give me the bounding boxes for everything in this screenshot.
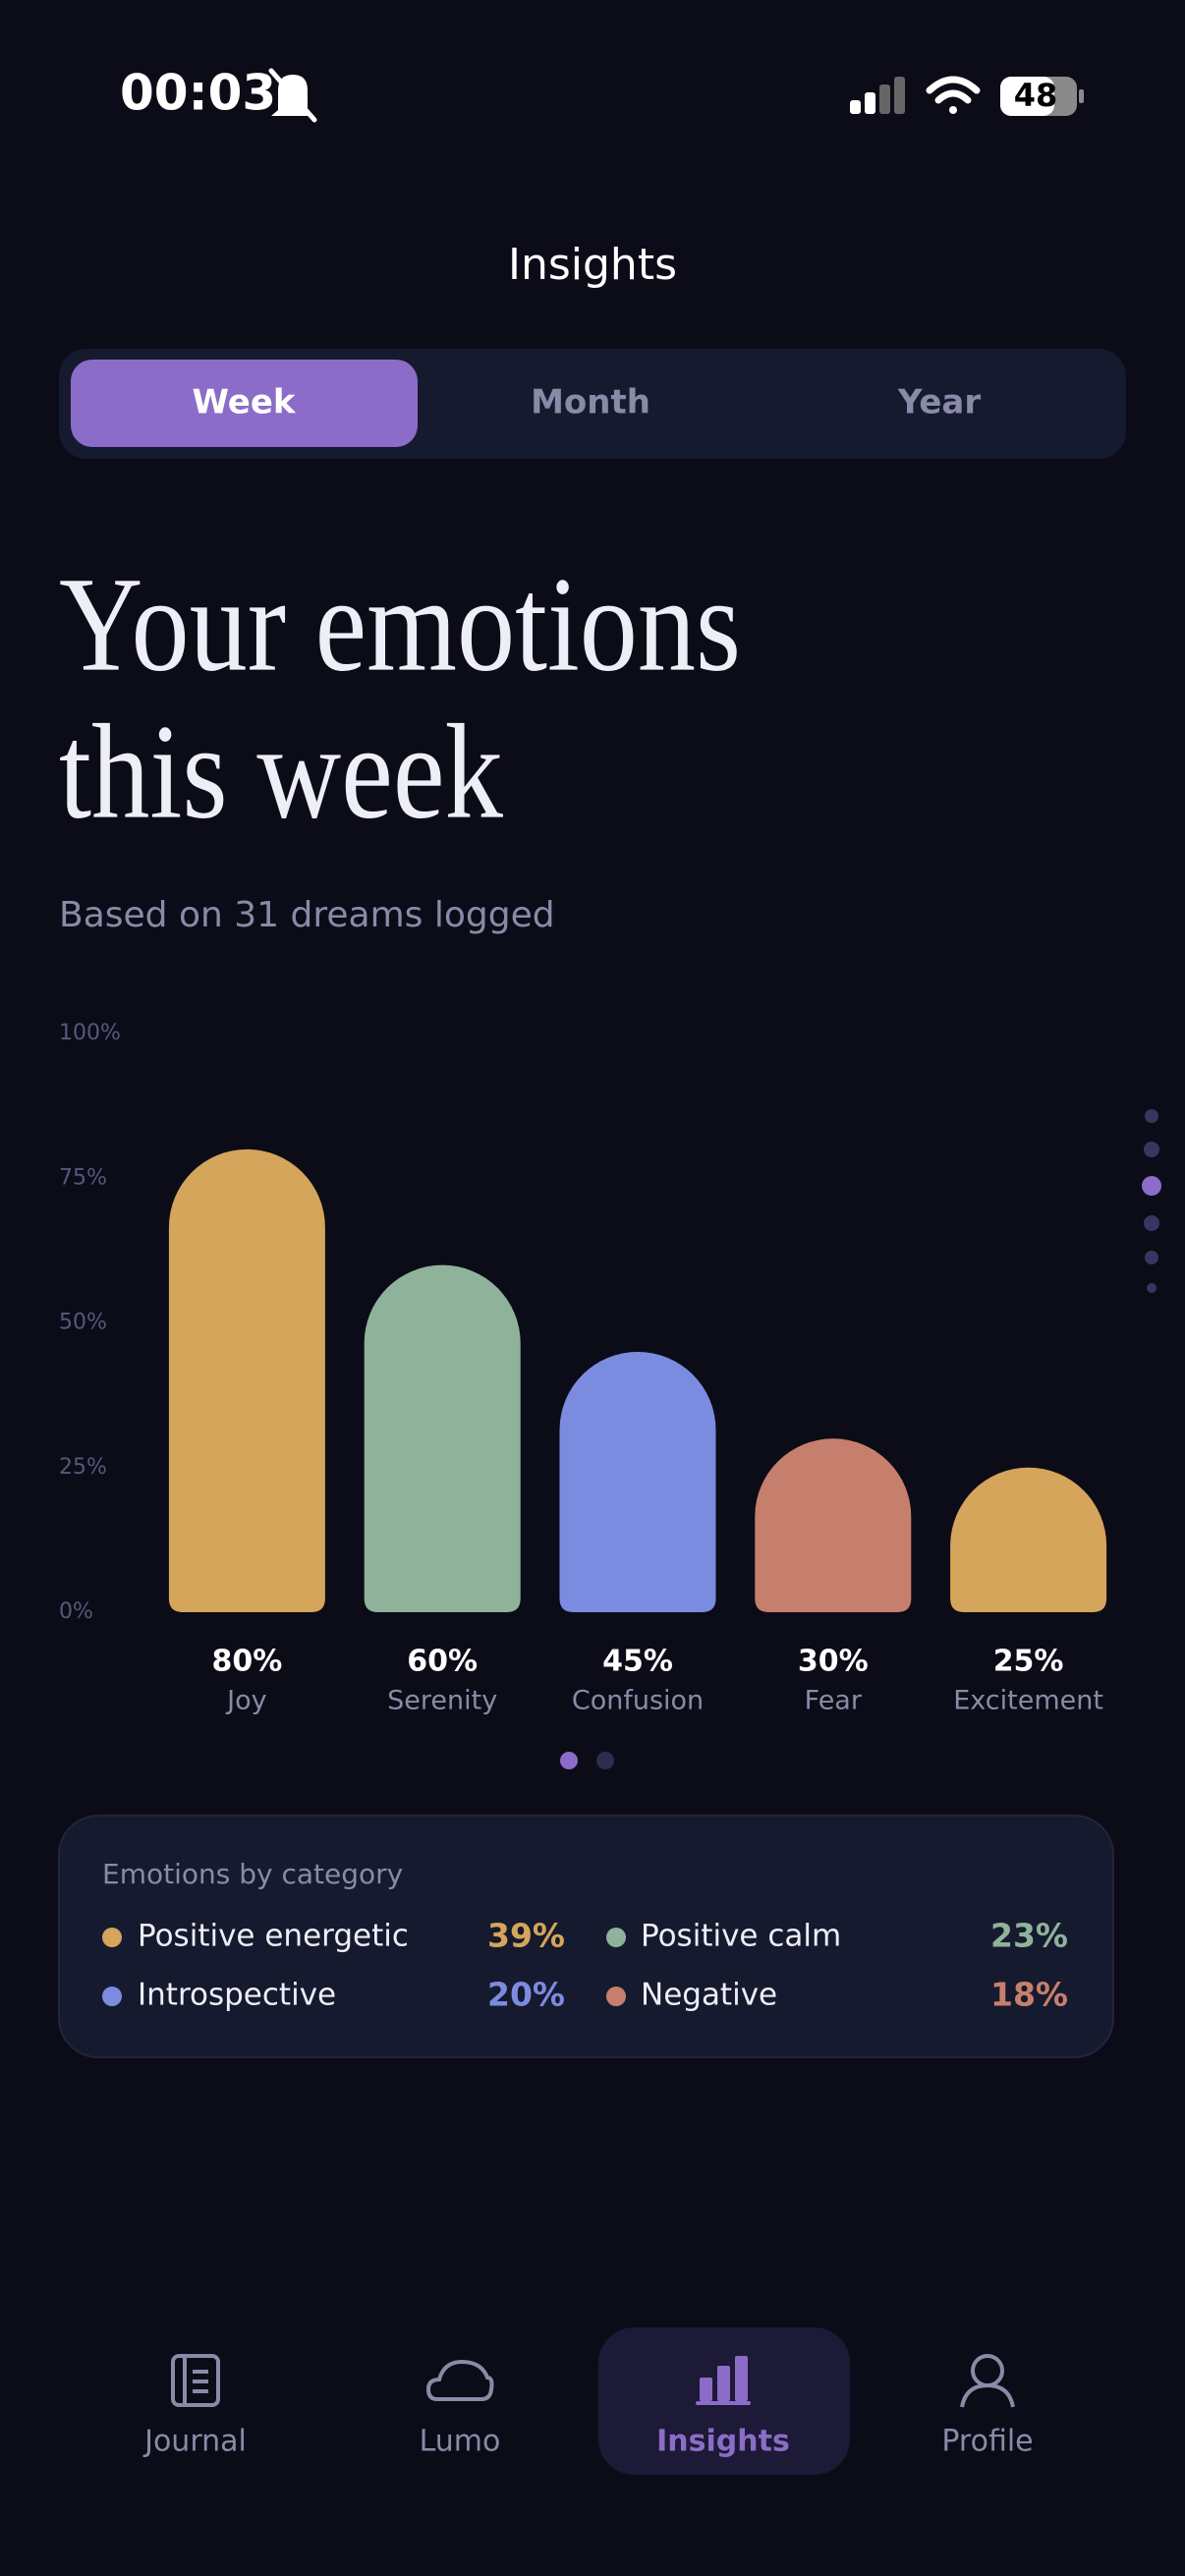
nav-label[interactable]: Lumo (420, 2425, 501, 2459)
value-label: 45% (602, 1645, 673, 1679)
pager-dot-active[interactable] (560, 1752, 578, 1769)
nav-label[interactable]: Journal (142, 2425, 247, 2459)
battery-level: 48 (1014, 77, 1058, 114)
x-tick-label: Serenity (387, 1686, 497, 1716)
legend-dot (102, 1928, 122, 1947)
y-tick-label: 50% (59, 1311, 107, 1335)
category-card (58, 1815, 1114, 2058)
legend-name: Introspective (138, 1978, 336, 2013)
journal-icon[interactable] (171, 2354, 220, 2407)
value-label: 60% (407, 1645, 478, 1679)
legend-value: 20% (487, 1976, 565, 2014)
bar (168, 1148, 325, 1612)
y-tick-label: 0% (59, 1599, 93, 1624)
y-tick-label: 100% (59, 1021, 121, 1045)
y-tick-label: 75% (59, 1165, 107, 1190)
wifi-icon (926, 76, 981, 114)
bar (364, 1264, 521, 1612)
mute-icon (268, 68, 317, 123)
signal-icon (850, 77, 905, 114)
value-label: 25% (993, 1645, 1064, 1679)
bar (559, 1351, 716, 1612)
legend-name: Negative (641, 1978, 777, 2013)
legend-name: Positive calm (641, 1919, 841, 1954)
nav-label[interactable]: Profile (941, 2425, 1033, 2459)
bar (755, 1438, 912, 1612)
pager-dot[interactable] (596, 1752, 614, 1769)
tab[interactable]: Year (897, 383, 982, 422)
profile-icon[interactable] (960, 2354, 1015, 2408)
tab[interactable]: Month (531, 383, 650, 422)
value-label: 80% (211, 1645, 282, 1679)
x-tick-label: Excitement (953, 1686, 1103, 1716)
subtitle: Based on 31 dreams logged (59, 895, 555, 935)
tab-active-pill (71, 360, 418, 447)
side-pager (1142, 1109, 1161, 1293)
status-time: 00:03 (120, 65, 276, 122)
page-title: Insights (508, 240, 677, 290)
x-tick-label: Fear (805, 1686, 863, 1716)
y-tick-label: 25% (59, 1455, 107, 1480)
legend-dot (606, 1987, 626, 2006)
x-tick-label: Confusion (572, 1686, 704, 1716)
legend-dot (606, 1928, 626, 1947)
legend-value: 39% (487, 1917, 565, 1955)
legend-value: 18% (990, 1976, 1068, 2014)
legend-name: Positive energetic (138, 1919, 409, 1954)
x-tick-label: Joy (225, 1686, 266, 1716)
tab[interactable]: Week (192, 383, 296, 422)
heading-line: this week (59, 697, 503, 847)
card-title: Emotions by category (102, 1858, 403, 1890)
nav-label[interactable]: Insights (656, 2425, 790, 2459)
heading-line: Your emotions (59, 549, 741, 700)
value-label: 30% (798, 1645, 869, 1679)
battery-icon: 48 (1000, 77, 1084, 116)
bar (950, 1467, 1107, 1612)
legend-value: 23% (990, 1917, 1068, 1955)
legend-dot (102, 1987, 122, 2006)
insights-icon[interactable] (696, 2356, 751, 2405)
lumo-icon[interactable] (425, 2359, 494, 2401)
